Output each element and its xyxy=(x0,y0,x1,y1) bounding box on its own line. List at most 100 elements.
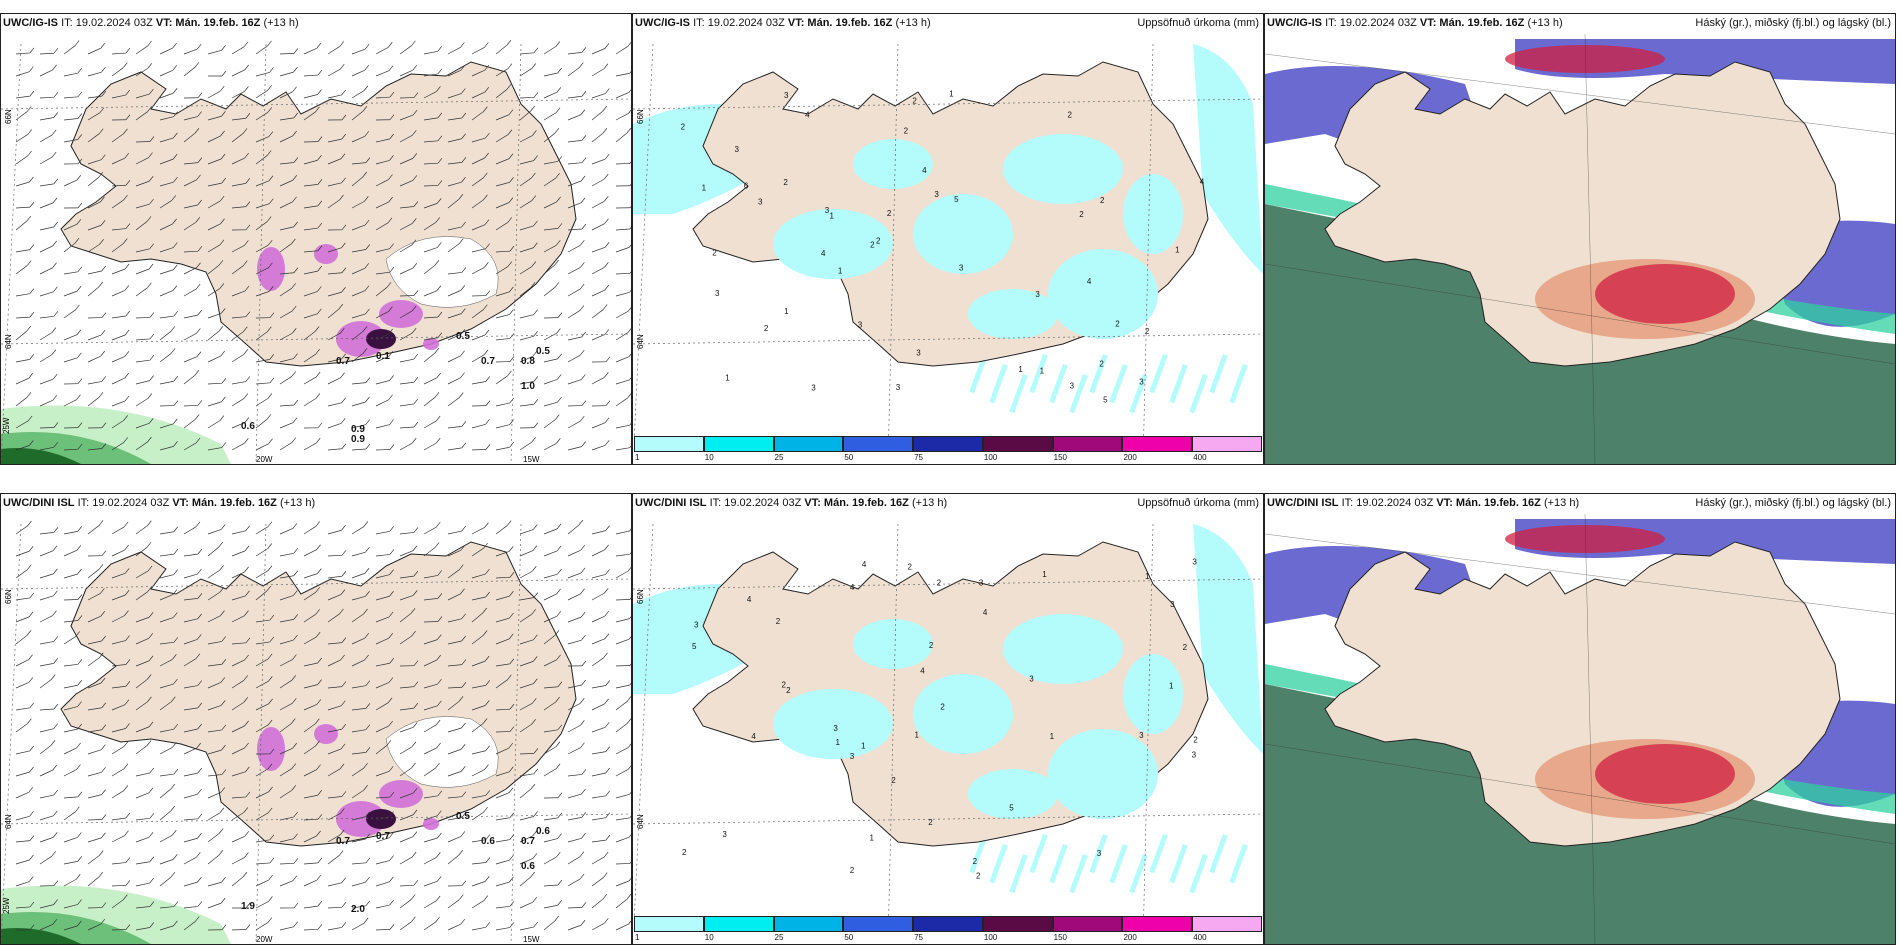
wind-barb-flag xyxy=(293,112,299,119)
wind-barb xyxy=(471,547,484,557)
wind-barb xyxy=(543,884,558,887)
precip-streak xyxy=(1109,363,1128,404)
wind-barb-flag xyxy=(485,922,491,928)
wind-barb xyxy=(63,139,78,143)
wind-barb xyxy=(87,224,102,231)
wind-barb-flag xyxy=(629,422,631,426)
wind-barb xyxy=(135,679,148,689)
wind-barb-flag xyxy=(435,521,441,528)
wind-barb xyxy=(615,397,628,407)
wind-barb xyxy=(183,116,198,121)
wind-barb-flag xyxy=(436,654,441,661)
wind-barb-flag xyxy=(389,791,395,798)
precip-value-label: 3 xyxy=(715,289,720,298)
wind-barb xyxy=(615,836,630,843)
wind-barb-flag xyxy=(243,349,249,355)
wind-barb-flag xyxy=(628,353,631,357)
wind-barb-flag xyxy=(435,762,440,769)
wind-barb xyxy=(543,244,557,253)
wind-barb xyxy=(87,923,101,931)
wind-barb-flag xyxy=(434,392,440,398)
wind-barb-flag xyxy=(461,267,467,273)
wind-barb-flag xyxy=(197,199,202,206)
wind-barb xyxy=(135,338,150,341)
wind-barb xyxy=(447,550,461,557)
wind-barb-flag xyxy=(579,851,585,857)
precip-value-label: 2 xyxy=(928,818,933,827)
wind-barb-flag xyxy=(218,541,224,548)
wind-barb-flag xyxy=(29,745,34,752)
wind-barb-flag xyxy=(196,742,201,749)
wind-barb-flag xyxy=(437,180,443,186)
wind-barb-flag xyxy=(581,331,586,338)
wind-barb xyxy=(543,686,558,689)
wind-barb xyxy=(231,331,244,341)
wind-barb xyxy=(255,658,269,667)
precip-area xyxy=(773,689,893,759)
wind-barb xyxy=(279,117,294,121)
wind-barb-flag xyxy=(170,326,176,332)
wind-barb-flag xyxy=(77,832,82,838)
wind-barb xyxy=(279,332,293,341)
wind-barb-flag xyxy=(196,174,201,181)
wind-barb xyxy=(231,530,246,535)
wind-barb-flag xyxy=(101,767,106,773)
wind-barb-flag xyxy=(387,42,393,48)
wind-barb xyxy=(207,792,221,799)
wind-barb xyxy=(183,267,197,275)
wind-barb xyxy=(231,550,246,557)
wind-barb xyxy=(567,549,581,557)
wind-barb-flag xyxy=(244,566,249,573)
wind-barb-flag xyxy=(245,590,250,597)
wind-barb-flag xyxy=(101,265,106,272)
wind-barb-flag xyxy=(580,611,586,618)
wind-barb-flag xyxy=(341,224,347,231)
wind-barb xyxy=(327,423,342,429)
wind-barb-flag xyxy=(461,157,467,163)
wind-barb-flag xyxy=(458,696,464,702)
wind-barb xyxy=(591,267,605,275)
wind-barb xyxy=(87,525,100,535)
wind-barb-flag xyxy=(338,303,344,310)
wind-barb xyxy=(591,530,606,535)
wind-barb-flag xyxy=(532,351,538,357)
wind-barb xyxy=(471,91,485,99)
wind-barb-flag xyxy=(124,285,130,291)
wind-barb-flag xyxy=(364,43,370,50)
wind-barb xyxy=(39,52,54,55)
wind-barb xyxy=(279,53,295,55)
precip-value-label: 2 xyxy=(1193,735,1198,744)
colorbar-swatch xyxy=(913,436,983,452)
wind-barb xyxy=(231,354,244,363)
wind-barb-flag xyxy=(413,421,419,428)
wind-barb-flag xyxy=(243,675,249,681)
wind-barb xyxy=(399,686,414,689)
wind-barb-flag xyxy=(148,787,154,794)
wind-barb-flag xyxy=(124,568,130,574)
wind-barb-flag xyxy=(508,197,514,203)
wind-barb-flag xyxy=(341,397,346,404)
wind-barb-flag xyxy=(77,443,83,450)
wind-barb-flag xyxy=(53,658,59,664)
wind-barb-flag xyxy=(389,591,394,597)
wind-barb xyxy=(615,356,630,363)
wind-barb-flag xyxy=(172,153,178,160)
precip-value-label: 3 xyxy=(979,578,984,587)
wind-barb-flag xyxy=(509,590,514,597)
wind-barb-flag xyxy=(364,567,370,574)
wind-barb xyxy=(471,723,484,733)
wind-barb xyxy=(615,723,628,733)
lat-label: 64N xyxy=(636,814,645,829)
wind-barb-flag xyxy=(557,223,563,229)
wind-barb xyxy=(615,72,630,77)
colorbar-tick-label: 10 xyxy=(704,453,714,462)
wind-barb xyxy=(15,181,30,187)
wind-barb-flag xyxy=(533,309,538,315)
wind-barb-flag xyxy=(147,393,153,399)
wind-barb-flag xyxy=(482,718,488,724)
wind-barb xyxy=(303,250,318,253)
wind-barb xyxy=(87,749,102,755)
wind-barb-flag xyxy=(53,286,58,293)
wind-barb-flag xyxy=(29,901,35,908)
wind-barb-flag xyxy=(194,62,200,68)
